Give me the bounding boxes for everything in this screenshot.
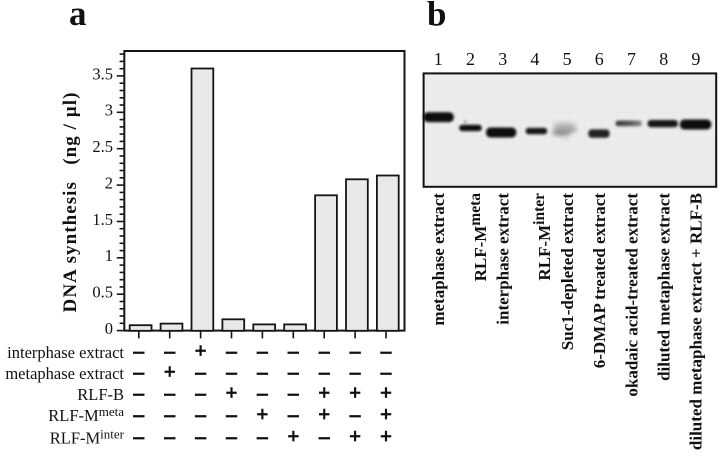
svg-text:–: – xyxy=(133,360,145,384)
svg-text:+: + xyxy=(349,381,361,405)
svg-text:8: 8 xyxy=(659,49,668,69)
svg-text:–: – xyxy=(194,402,206,426)
svg-text:4: 4 xyxy=(530,49,539,69)
svg-text:0.5: 0.5 xyxy=(92,283,113,302)
svg-text:–: – xyxy=(349,402,361,426)
svg-text:+: + xyxy=(380,402,392,426)
svg-text:b: b xyxy=(427,0,446,34)
svg-text:3: 3 xyxy=(498,49,507,69)
svg-text:–: – xyxy=(380,339,392,363)
svg-text:a: a xyxy=(69,0,87,33)
svg-text:–: – xyxy=(349,360,361,384)
svg-text:6: 6 xyxy=(595,49,604,69)
svg-text:+: + xyxy=(287,424,299,448)
svg-text:metaphase extract: metaphase extract xyxy=(5,364,124,383)
svg-text:7: 7 xyxy=(627,49,636,69)
svg-text:–: – xyxy=(194,381,206,405)
svg-text:6-DMAP treated extract: 6-DMAP treated extract xyxy=(590,193,609,369)
svg-text:–: – xyxy=(318,360,330,384)
svg-text:–: – xyxy=(287,339,299,363)
svg-text:3.5: 3.5 xyxy=(92,64,113,83)
svg-text:–: – xyxy=(225,402,237,426)
svg-text:1: 1 xyxy=(105,246,113,265)
svg-text:interphase extract: interphase extract xyxy=(7,343,124,362)
svg-text:–: – xyxy=(349,339,361,363)
svg-text:diluted metaphase extract + RL: diluted metaphase extract + RLF-B xyxy=(687,193,706,450)
svg-text:+: + xyxy=(318,402,330,426)
svg-text:okadaic acid-treated extract: okadaic acid-treated extract xyxy=(622,193,641,397)
svg-text:–: – xyxy=(318,424,330,448)
svg-text:3: 3 xyxy=(105,101,113,120)
svg-text:–: – xyxy=(287,360,299,384)
svg-text:–: – xyxy=(163,402,175,426)
svg-text:interphase extract: interphase extract xyxy=(494,193,513,325)
svg-text:–: – xyxy=(256,360,268,384)
svg-text:–: – xyxy=(163,339,175,363)
svg-text:–: – xyxy=(225,339,237,363)
svg-text:+: + xyxy=(349,424,361,448)
svg-text:Suc1-depleted extract: Suc1-depleted extract xyxy=(558,193,577,351)
svg-text:–: – xyxy=(318,339,330,363)
svg-text:+: + xyxy=(256,402,268,426)
svg-text:+: + xyxy=(195,339,207,363)
svg-text:2: 2 xyxy=(105,174,113,193)
svg-text:RLF-B: RLF-B xyxy=(77,385,124,404)
svg-text:–: – xyxy=(133,381,145,405)
svg-text:1.5: 1.5 xyxy=(92,210,113,229)
svg-text:–: – xyxy=(287,381,299,405)
svg-text:–: – xyxy=(256,339,268,363)
svg-text:+: + xyxy=(226,381,238,405)
svg-text:–: – xyxy=(133,424,145,448)
svg-text:5: 5 xyxy=(563,49,572,69)
svg-text:–: – xyxy=(163,424,175,448)
svg-text:–: – xyxy=(225,424,237,448)
svg-text:–: – xyxy=(133,339,145,363)
svg-text:–: – xyxy=(133,402,145,426)
svg-text:+: + xyxy=(164,360,176,384)
svg-text:+: + xyxy=(380,424,392,448)
svg-text:–: – xyxy=(163,381,175,405)
svg-text:+: + xyxy=(318,381,330,405)
svg-text:–: – xyxy=(256,424,268,448)
svg-text:–: – xyxy=(194,424,206,448)
svg-text:1: 1 xyxy=(434,49,443,69)
svg-text:–: – xyxy=(380,360,392,384)
svg-text:0: 0 xyxy=(105,319,113,338)
svg-text:+: + xyxy=(380,381,392,405)
svg-text:metaphase extract: metaphase extract xyxy=(429,193,448,326)
svg-text:2.5: 2.5 xyxy=(92,137,113,156)
svg-text:–: – xyxy=(194,360,206,384)
svg-text:diluted metaphase extract: diluted metaphase extract xyxy=(655,193,674,381)
svg-text:–: – xyxy=(225,360,237,384)
svg-text:–: – xyxy=(256,381,268,405)
svg-text:–: – xyxy=(287,402,299,426)
svg-text:2: 2 xyxy=(466,49,475,69)
svg-text:9: 9 xyxy=(691,49,700,69)
svg-text:DNA synthesis (ng / µl): DNA synthesis (ng / µl) xyxy=(60,92,81,313)
